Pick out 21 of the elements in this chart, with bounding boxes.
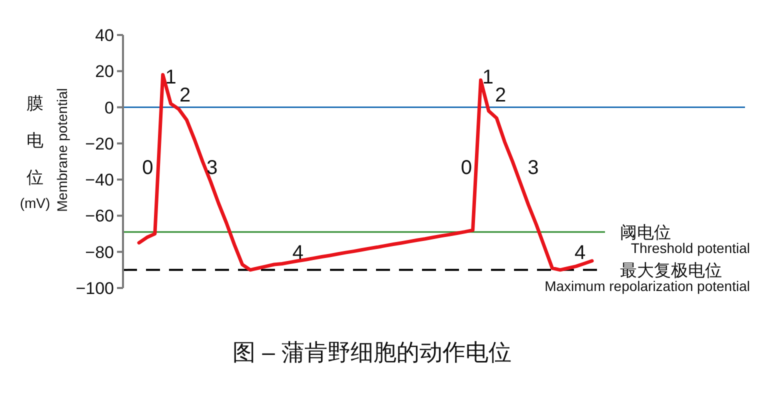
annotation: 1: [482, 66, 494, 89]
text: Membrane potential: [54, 88, 70, 212]
y-tick-label: −100: [76, 279, 114, 298]
annotation: 0: [142, 156, 154, 179]
annotation: 1: [165, 66, 176, 89]
y-tick-label: 20: [95, 62, 114, 82]
y-tick-label: 0: [104, 98, 114, 118]
y-tick-label: −60: [85, 206, 114, 226]
annotation: 2: [495, 84, 506, 107]
ref-line-label: 阈电位 Threshold potential: [620, 222, 750, 256]
y-tick-label: 40: [95, 26, 114, 45]
y-axis-title: 膜电位(mV): [20, 94, 50, 211]
text: 图 – 蒲肯野细胞的动作电位: [232, 339, 512, 365]
annotation: 3: [528, 156, 539, 179]
annotation: 2: [180, 84, 191, 107]
y-tick-label: −80: [85, 242, 114, 262]
annotation: 4: [292, 242, 304, 264]
annotation: 0: [460, 156, 472, 179]
y-tick-label: −20: [85, 134, 114, 154]
annotation: 3: [206, 156, 218, 179]
y-tick-label: −40: [85, 170, 114, 190]
